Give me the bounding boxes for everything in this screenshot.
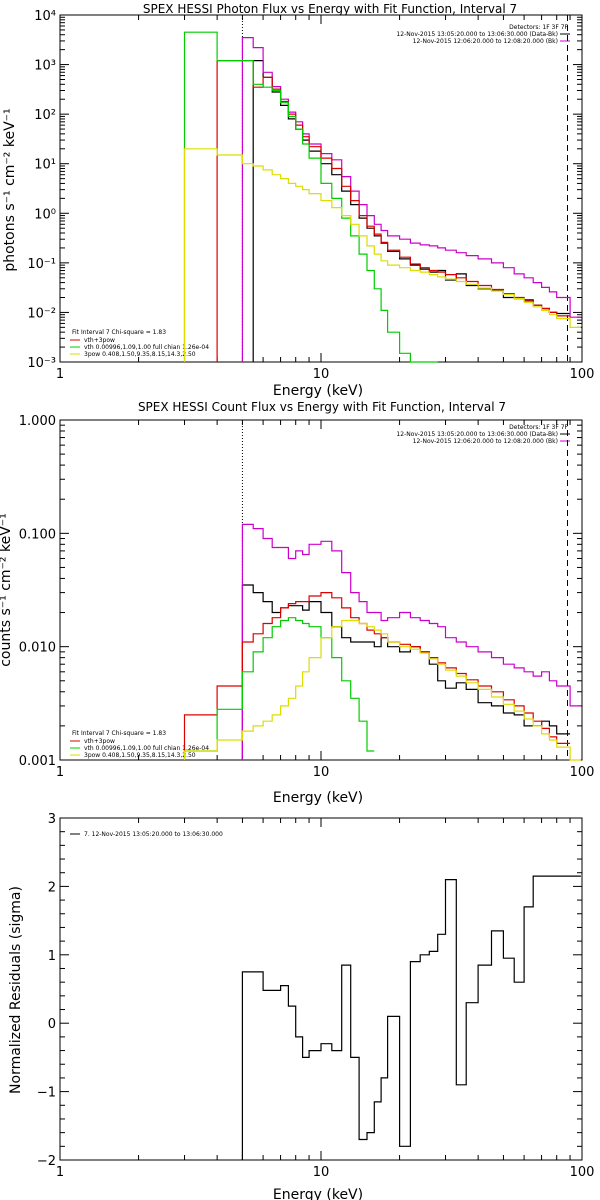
x-tick-label: 100 xyxy=(570,1165,595,1180)
series-vth-3pow xyxy=(183,592,571,760)
legend-label-residuals: 7. 12-Nov-2015 13:05:20.000 to 13:06:30.… xyxy=(84,831,223,838)
x-tick-label: 1 xyxy=(56,1165,64,1180)
y-tick-label: 10⁻¹ xyxy=(27,257,56,272)
fit-info: Fit Interval 7 Chi-square = 1.83 xyxy=(72,329,166,336)
series-bk xyxy=(241,37,581,362)
legend-detectors: Detectors: 1F 3F 7F xyxy=(509,424,568,431)
count-flux-panel: SPEX HESSI Count Flux vs Energy with Fit… xyxy=(0,400,594,806)
series-vth-3pow xyxy=(216,60,571,362)
x-axis-label: Energy (keV) xyxy=(273,383,363,399)
y-tick-label: 0.010 xyxy=(19,641,56,656)
x-tick-label: 100 xyxy=(570,367,595,382)
y-tick-label: 0.001 xyxy=(19,754,56,769)
x-axis-label: Energy (keV) xyxy=(273,1187,363,1200)
y-tick-label: 0.100 xyxy=(19,527,56,542)
plot-frame xyxy=(59,14,583,363)
x-tick-label: 1 xyxy=(56,765,64,780)
x-tick-label: 10 xyxy=(313,765,330,780)
x-axis: 1 10 100 xyxy=(56,420,595,780)
chart-title: SPEX HESSI Photon Flux vs Energy with Fi… xyxy=(143,2,517,16)
y-axis: 10⁻³ 10⁻² 10⁻¹ 10⁰ 10¹ 10² 10³ 10⁴ xyxy=(27,9,582,371)
series-vth xyxy=(183,617,375,760)
y-tick-label: 10⁰ xyxy=(34,207,56,222)
legend-label-vth3pow: vth+3pow xyxy=(84,337,115,344)
y-tick-label: 10⁻² xyxy=(27,306,56,321)
y-tick-label: 10¹ xyxy=(34,158,56,173)
legend-data-interval: 12-Nov-2015 13:05:20.000 to 13:06:30.000… xyxy=(396,31,558,38)
legend-bk-interval: 12-Nov-2015 12:06:20.000 to 12:08:20.000… xyxy=(413,438,558,445)
y-axis-label: Normalized Residuals (sigma) xyxy=(8,886,24,1094)
y-tick-label: 10⁻³ xyxy=(27,356,56,371)
x-tick-label: 10 xyxy=(313,1165,330,1180)
series-3pow xyxy=(183,619,581,761)
y-tick-label: −1 xyxy=(37,1086,56,1101)
chart-title: SPEX HESSI Count Flux vs Energy with Fit… xyxy=(138,400,506,414)
legend-label-3pow: 3pow 0.408,1.50,9.35,8.15,14.3,2.50 xyxy=(84,752,196,759)
x-tick-label: 1 xyxy=(56,367,64,382)
legend-label-vth: vth 0.00996,1.09,1.00 full chian 1.26e-0… xyxy=(84,344,209,351)
series-data-bk xyxy=(252,60,571,362)
legend-detectors: Detectors: 1F 3F 7F xyxy=(509,24,568,31)
y-tick-label: 10³ xyxy=(34,59,56,74)
legend-label-3pow: 3pow 0.408,1.50,9.35,8.15,14.3,2.50 xyxy=(84,351,196,358)
y-axis-label: counts s⁻¹ cm⁻² keV⁻¹ xyxy=(0,513,14,667)
y-tick-label: 1 xyxy=(48,949,56,964)
x-tick-label: 100 xyxy=(570,765,595,780)
series-3pow xyxy=(183,148,581,362)
residuals-panel: Energy (keV) Normalized Residuals (sigma… xyxy=(8,812,594,1200)
plot-frame xyxy=(59,817,583,1161)
y-tick-label: 0 xyxy=(48,1017,56,1032)
x-tick-label: 10 xyxy=(313,367,330,382)
y-tick-label: 10² xyxy=(34,108,56,123)
y-tick-label: 10⁴ xyxy=(34,9,56,24)
series-data-bk xyxy=(241,584,571,760)
y-axis-label: photons s⁻¹ cm⁻² keV⁻¹ xyxy=(2,108,18,271)
legend-data-interval: 12-Nov-2015 13:05:20.000 to 13:06:30.000… xyxy=(396,431,558,438)
x-axis: 1 10 100 xyxy=(56,15,595,382)
y-tick-label: 2 xyxy=(48,880,56,895)
series-residuals xyxy=(241,875,581,1160)
legend-label-vth: vth 0.00996,1.09,1.00 full chian 1.26e-0… xyxy=(84,745,209,752)
x-axis-label: Energy (keV) xyxy=(273,790,363,806)
photon-flux-panel: SPEX HESSI Photon Flux vs Energy with Fi… xyxy=(2,2,594,399)
y-axis: 0.001 0.010 0.100 1.000 xyxy=(19,414,582,769)
series-bk xyxy=(241,523,581,760)
y-tick-label: −2 xyxy=(37,1154,56,1169)
y-tick-label: 1.000 xyxy=(19,414,56,429)
legend-label-vth3pow: vth+3pow xyxy=(84,738,115,745)
y-axis: −2 −1 0 1 2 3 xyxy=(37,812,582,1169)
y-tick-label: 3 xyxy=(48,812,56,827)
x-axis: 1 10 100 xyxy=(56,818,595,1180)
fit-info: Fit Interval 7 Chi-square = 1.83 xyxy=(72,730,166,737)
legend-bk-interval: 12-Nov-2015 12:06:20.000 to 12:08:20.000… xyxy=(413,38,558,45)
series-vth xyxy=(183,31,438,363)
